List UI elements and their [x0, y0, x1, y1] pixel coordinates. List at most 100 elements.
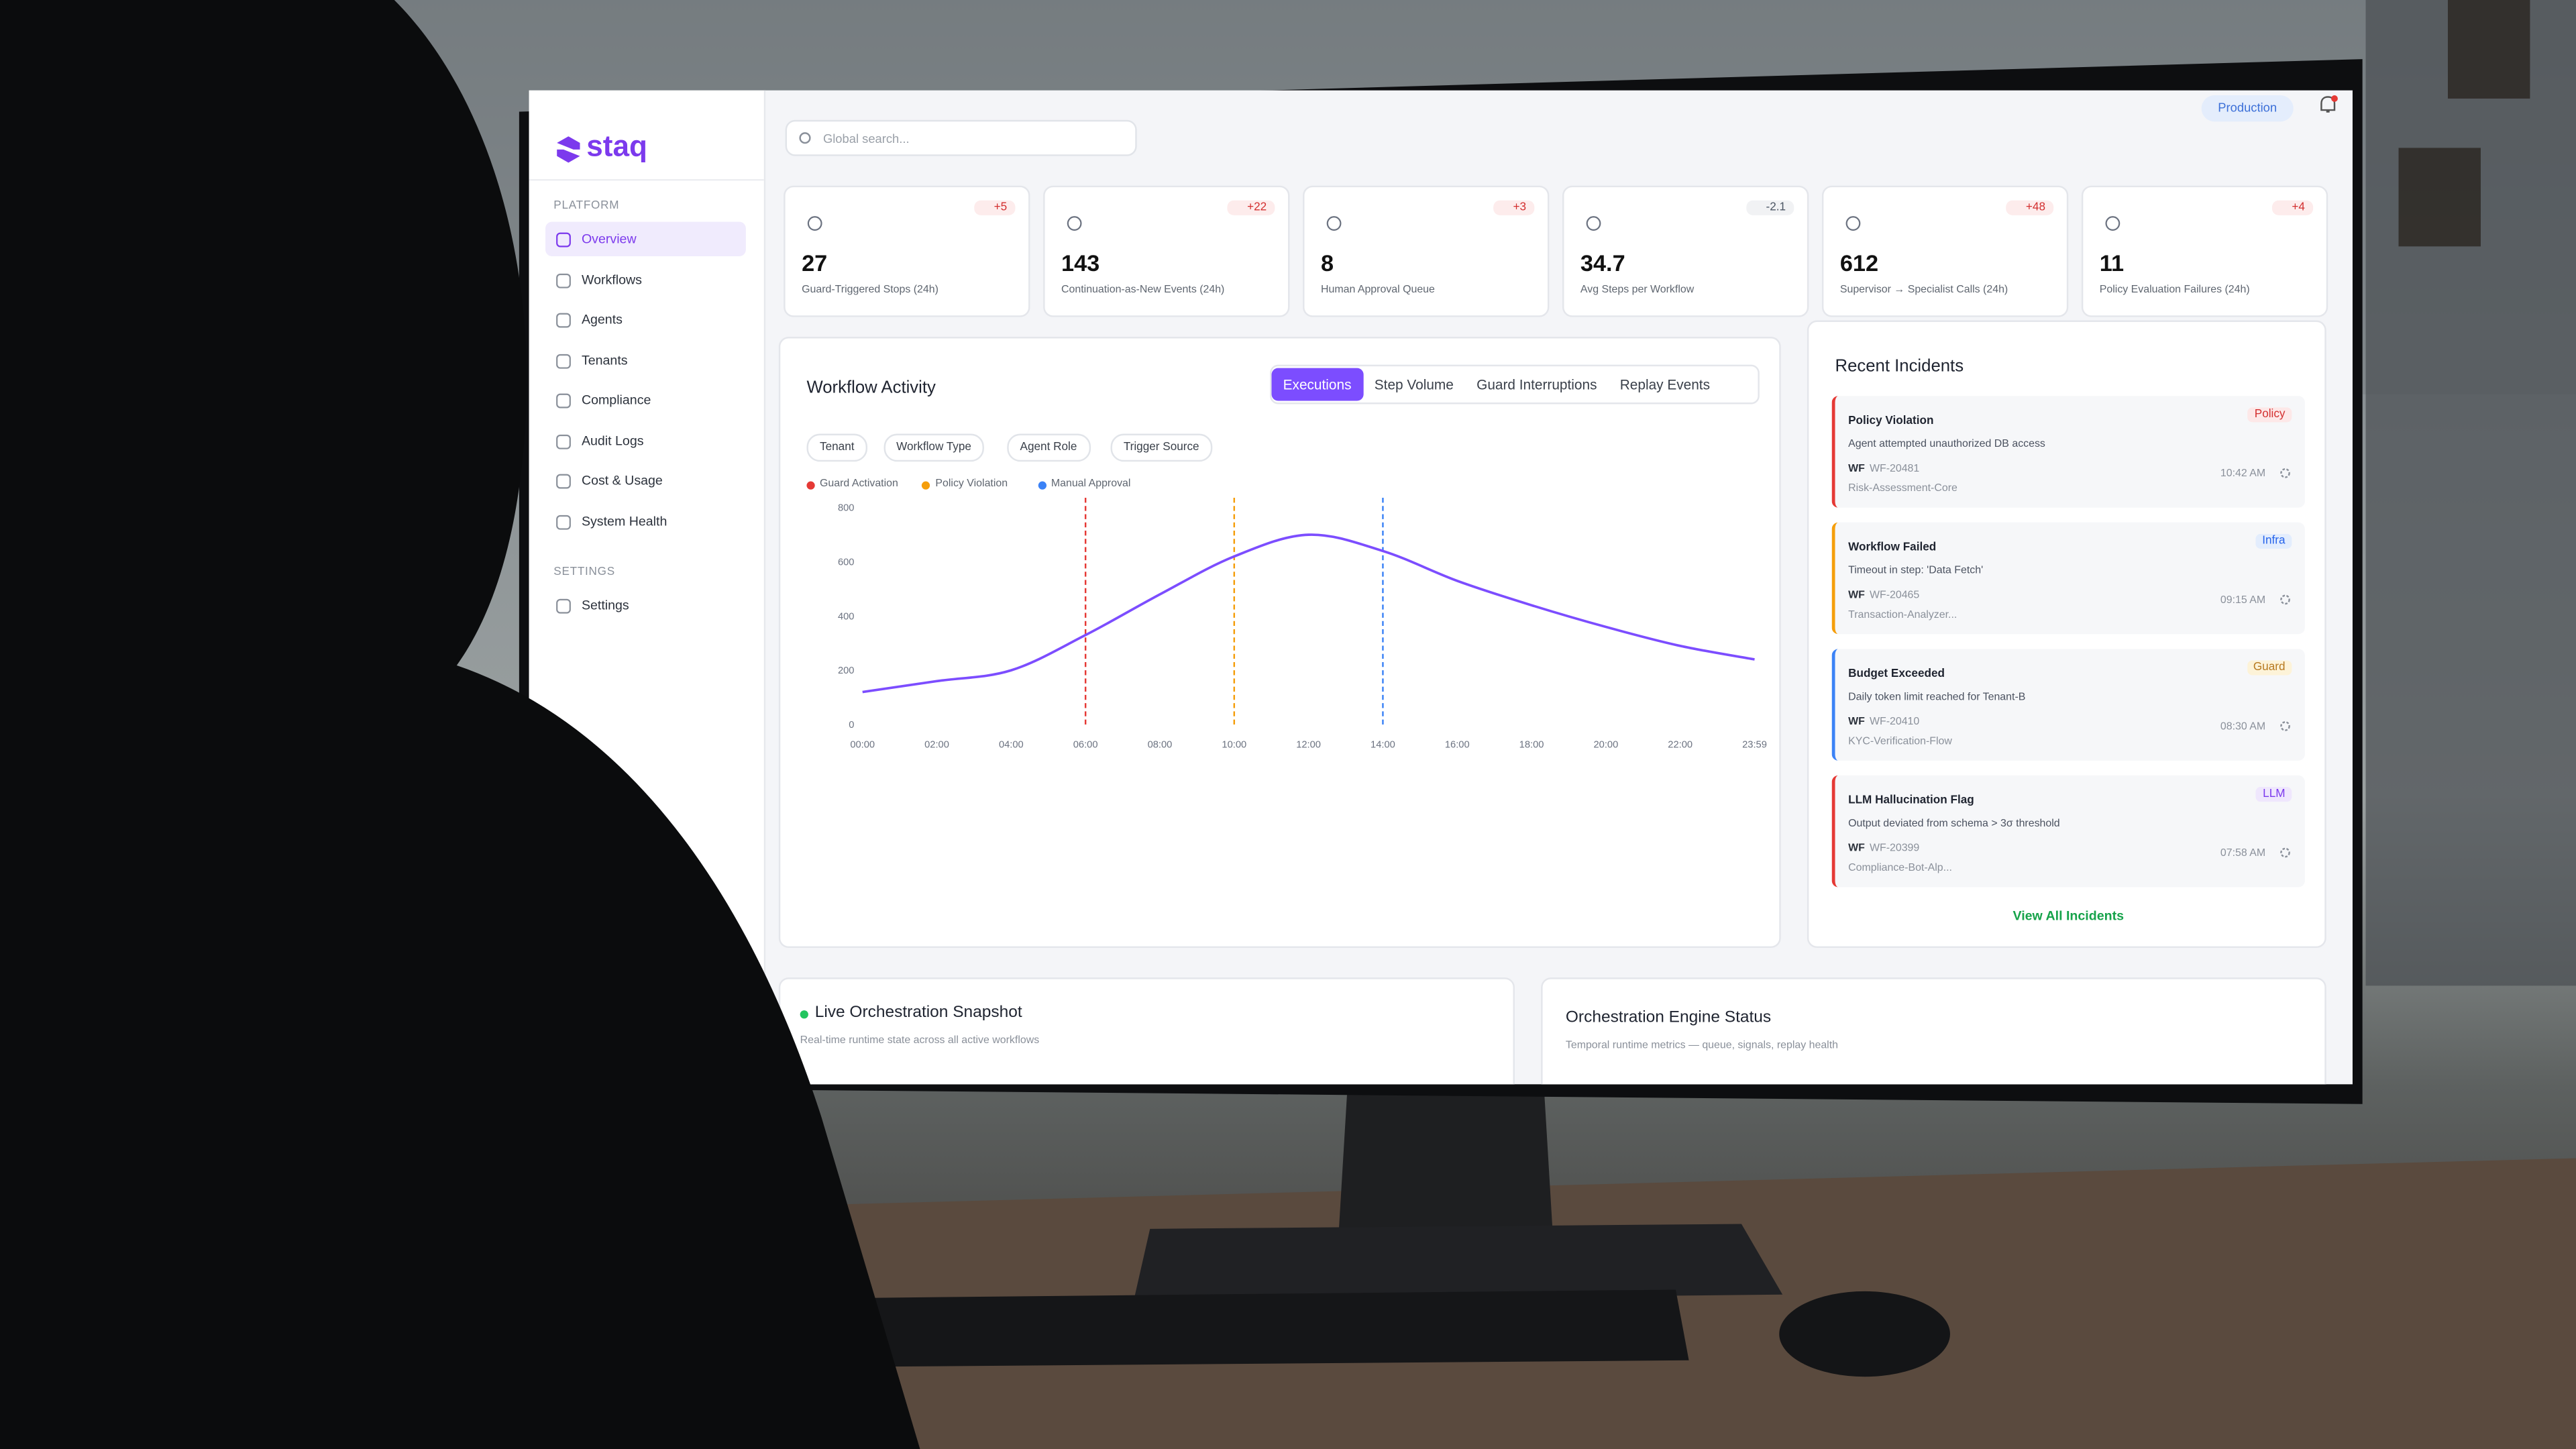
- y-tick-label: 200: [838, 665, 855, 676]
- kpi-card: +48 612 Supervisor → Specialist Calls (24h…: [1821, 185, 2069, 317]
- nav-item[interactable]: Cost & Usage: [545, 464, 746, 498]
- kpi-delta: +22: [1227, 200, 1275, 215]
- chart-tab[interactable]: Executions: [1271, 368, 1363, 401]
- chart-tab[interactable]: Guard Interruptions: [1477, 376, 1597, 393]
- kpi-icon-shape: [1586, 216, 1601, 231]
- kpi-icon-shape: [1067, 216, 1082, 231]
- nav-item[interactable]: Tenants: [545, 343, 746, 377]
- nav-item[interactable]: Workflows: [545, 262, 746, 297]
- nav-item[interactable]: Audit Logs: [545, 423, 746, 458]
- incident-item[interactable]: Budget Exceeded Guard Daily token limit re…: [1831, 649, 2305, 761]
- legend-label: Policy Violation: [935, 478, 1008, 490]
- nav-icon-shape: [556, 598, 571, 614]
- kpi-icon: [1067, 216, 1082, 231]
- chart-tab[interactable]: Step Volume: [1374, 376, 1454, 393]
- kpi-icon-shape: [2105, 216, 2121, 231]
- kpi-value: 612: [1839, 250, 1879, 276]
- kpi-label: Supervisor → Specialist Calls (24h): [1839, 284, 2008, 296]
- lamp: [2398, 148, 2481, 247]
- nav-item[interactable]: System Health: [545, 504, 746, 538]
- incident-wf-label: WF: [1848, 590, 1865, 602]
- chart-panel: Workflow Activity Executions Step Volume Gu…: [778, 337, 1781, 949]
- incident-time: 09:15 AM: [2220, 594, 2266, 606]
- incident-id: WF-20465: [1869, 590, 1920, 602]
- incident-item[interactable]: Workflow Failed Infra Timeout in step: 'Da…: [1831, 522, 2305, 635]
- incident-time: 07:58 AM: [2220, 847, 2266, 859]
- nav-icon: [556, 272, 571, 288]
- y-tick-label: 800: [838, 503, 855, 514]
- gear-shape: [2280, 468, 2290, 478]
- incident-workflow: Compliance-Bot-Alp...: [1848, 862, 1952, 874]
- view-all-link[interactable]: View All Incidents: [2012, 908, 2124, 924]
- silhouette: [0, 0, 920, 1449]
- nav-icon: [556, 474, 571, 489]
- nav-icon-shape: [556, 353, 571, 368]
- live-dot: [800, 1010, 808, 1019]
- kpi-icon: [1586, 216, 1601, 231]
- panel-title: Orchestration Engine Status: [1565, 1008, 1772, 1027]
- nav-item[interactable]: Settings: [545, 588, 746, 623]
- kpi-icon: [1326, 216, 1342, 231]
- kpi-value: 8: [1320, 250, 1334, 276]
- incident-workflow: Risk-Assessment-Core: [1848, 483, 1957, 495]
- filter-pill[interactable]: Workflow Type: [883, 433, 985, 462]
- nav-icon: [556, 232, 571, 248]
- incident-gear: [2280, 847, 2290, 858]
- nav-label: Audit Logs: [581, 433, 644, 448]
- incident-workflow: KYC-Verification-Flow: [1848, 736, 1952, 748]
- brand: staq: [586, 129, 647, 163]
- nav-icon-shape: [556, 232, 571, 248]
- search-box[interactable]: Global search...: [785, 119, 1137, 156]
- chart-tab[interactable]: Replay Events: [1619, 376, 1711, 393]
- search-glass: [799, 132, 811, 144]
- search-placeholder: Global search...: [822, 131, 910, 146]
- incident-description: Agent attempted unauthorized DB access: [1848, 438, 2045, 451]
- kpi-value: 11: [2099, 250, 2125, 276]
- kpi-icon: [1845, 216, 1861, 231]
- mouse: [1779, 1291, 1950, 1377]
- x-tick-label: 14:00: [1371, 739, 1395, 750]
- filter-pill[interactable]: Tenant: [806, 433, 868, 462]
- tab-group: Executions Step Volume Guard Interruptions…: [1270, 364, 1760, 405]
- incident-gear: [2280, 468, 2290, 478]
- incident-item[interactable]: Policy Violation Policy Agent attempted un…: [1831, 396, 2305, 508]
- incident-gear: [2280, 594, 2290, 605]
- gear-shape: [2280, 847, 2290, 858]
- kpi-label: Human Approval Queue: [1320, 284, 1435, 296]
- nav-icon-shape: [556, 393, 571, 409]
- environment-badge[interactable]: Production: [2201, 95, 2294, 122]
- incidents-title: Recent Incidents: [1835, 356, 1964, 376]
- section-title: PLATFORM: [553, 200, 620, 212]
- incident-description: Output deviated from schema > 3σ thresho…: [1848, 818, 2060, 830]
- nav-item[interactable]: Compliance: [545, 383, 746, 417]
- kpi-icon-shape: [1845, 216, 1861, 231]
- nav-label: Overview: [581, 231, 637, 247]
- kpi-label: Avg Steps per Workflow: [1580, 284, 1695, 296]
- x-tick-label: 00:00: [850, 739, 875, 750]
- filter-pill[interactable]: Agent Role: [1006, 433, 1090, 462]
- nav-item[interactable]: Overview: [545, 221, 746, 257]
- x-tick-label: 06:00: [1073, 739, 1098, 750]
- kpi-icon: [2105, 216, 2121, 231]
- kpi-value: 27: [802, 250, 828, 276]
- nav-icon-shape: [556, 474, 571, 489]
- nav-item[interactable]: Agents: [545, 303, 746, 337]
- kpi-delta: +5: [974, 200, 1016, 215]
- line-chart: 0 200 400 600 800 00:00 02:00 04:00 06:00 08:00 10…: [838, 498, 1767, 750]
- nav-icon: [556, 313, 571, 328]
- kpi-value: 34.7: [1580, 250, 1625, 276]
- incident-item[interactable]: LLM Hallucination Flag LLM Output deviated…: [1831, 775, 2305, 888]
- legend-label: Manual Approval: [1051, 478, 1131, 490]
- screen: staq PLATFORM Overview Workflows Agents Tenan…: [529, 90, 2353, 1085]
- nav-label: Cost & Usage: [581, 473, 663, 488]
- x-tick-label: 10:00: [1222, 739, 1246, 750]
- kpi-icon-shape: [1326, 216, 1342, 231]
- incident-title: Policy Violation: [1848, 415, 1934, 427]
- x-tick-label: 02:00: [924, 739, 949, 750]
- incident-title: LLM Hallucination Flag: [1848, 795, 1974, 807]
- executions-line: [862, 533, 1755, 694]
- incident-tag: Guard: [2247, 660, 2292, 676]
- filter-pill[interactable]: Trigger Source: [1110, 433, 1213, 462]
- y-tick-label: 600: [838, 557, 855, 568]
